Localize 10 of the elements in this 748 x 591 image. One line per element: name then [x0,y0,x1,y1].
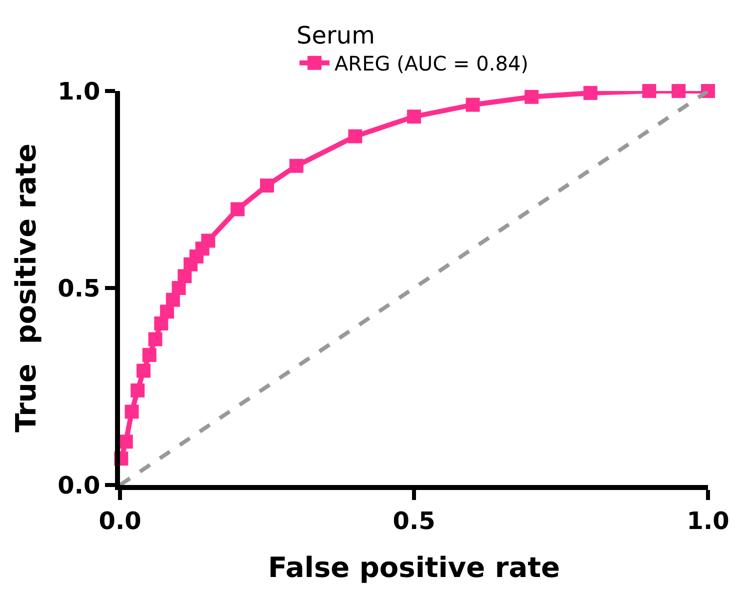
x-axis-title: False positive rate [268,550,560,584]
legend-label: AREG (AUC = 0.84) [334,52,528,76]
x-tick-label: 1.0 [686,506,730,535]
y-tick-label: 1.0 [58,77,100,106]
legend-title: Serum [296,21,375,50]
x-tick-label: 0.0 [98,506,142,535]
x-tick-label: 0.5 [392,506,436,535]
y-axis-title: True positive rate [9,144,42,432]
y-tick-label: 0.5 [58,274,100,302]
y-tick-label: 0.0 [58,471,100,500]
